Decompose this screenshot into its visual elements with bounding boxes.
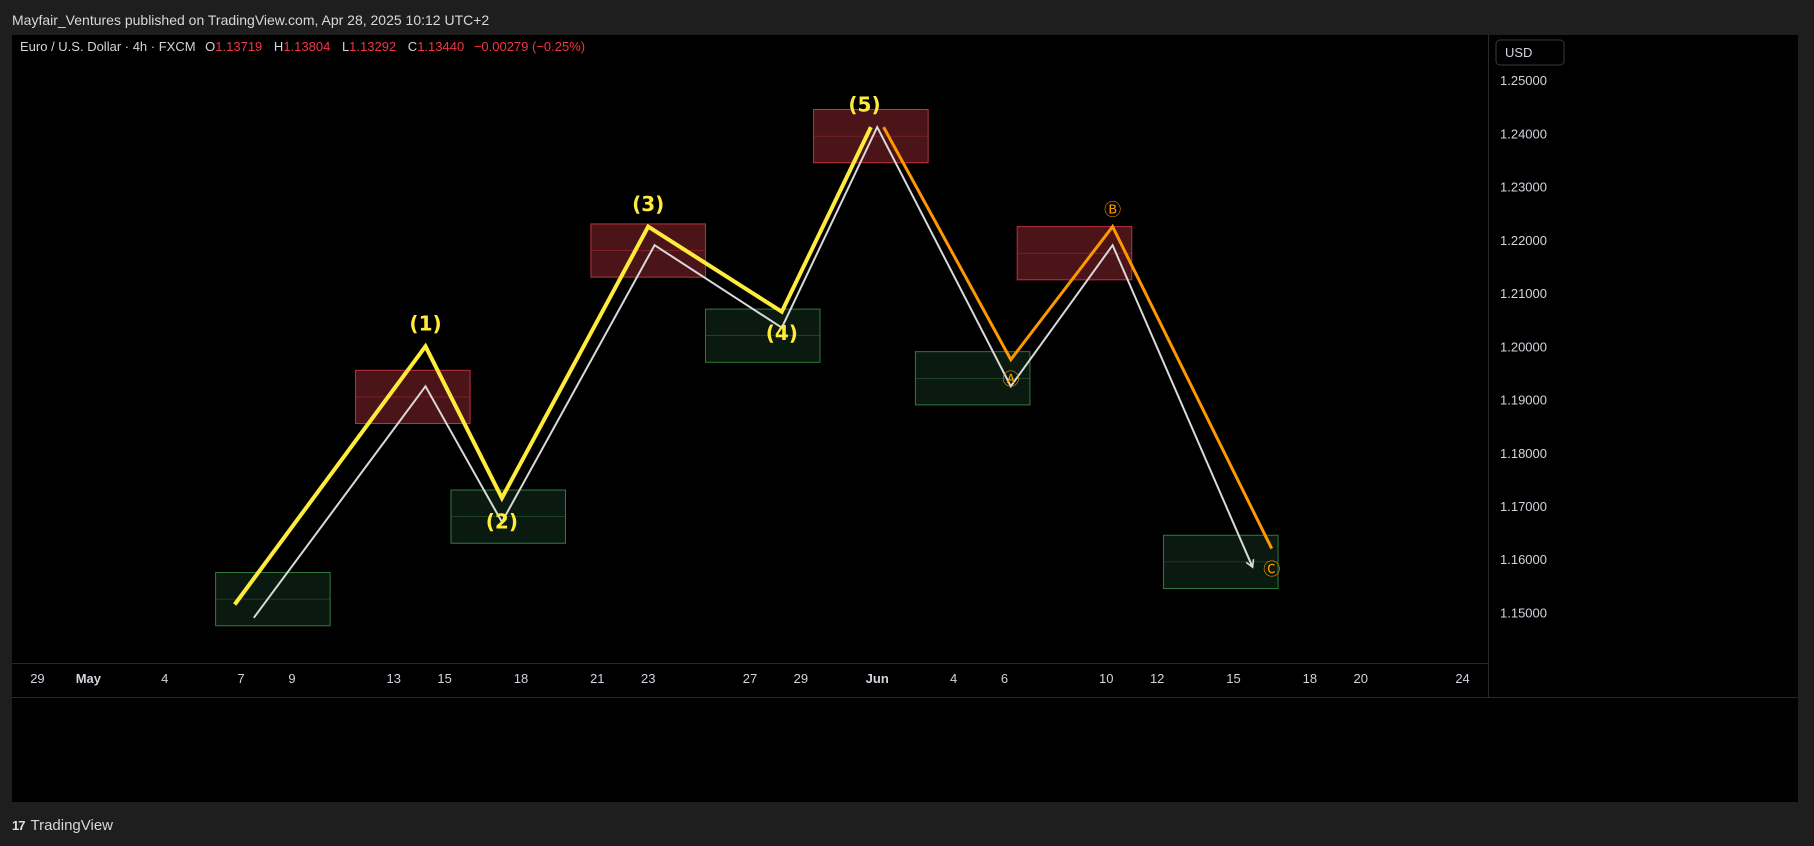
time-tick-label: 7 [237, 671, 244, 686]
time-tick-label: 15 [1226, 671, 1240, 686]
wave-label: Ⓑ [1104, 201, 1121, 221]
footer: 17 TradingView [12, 813, 113, 837]
time-tick-label: 10 [1099, 671, 1113, 686]
change-value: −0.00279 (−0.25%) [474, 39, 585, 54]
wave-lines-layer [233, 124, 1274, 619]
time-tick-label: 6 [1001, 671, 1008, 686]
price-tick-label: 1.18000 [1500, 446, 1547, 461]
price-tick-label: 1.25000 [1500, 73, 1547, 88]
time-tick-label: 29 [794, 671, 808, 686]
price-tick-label: 1.19000 [1500, 393, 1547, 408]
price-tick-label: 1.16000 [1500, 552, 1547, 567]
wave-label: Ⓐ [1002, 370, 1019, 390]
currency-label: USD [1505, 45, 1532, 60]
wave-label: Ⓒ [1263, 560, 1280, 580]
wave-label: (4) [766, 321, 798, 345]
symbol-title: Euro / U.S. Dollar · 4h · FXCM [20, 39, 196, 54]
time-tick-label: 24 [1455, 671, 1469, 686]
time-tick-label: 15 [437, 671, 451, 686]
price-tick-label: 1.24000 [1500, 126, 1547, 141]
currency-button[interactable]: USD [1495, 39, 1565, 66]
time-tick-label: 4 [950, 671, 957, 686]
time-tick-label: 9 [288, 671, 295, 686]
time-tick-label: 29 [30, 671, 44, 686]
time-tick-label: 18 [514, 671, 528, 686]
wave-label: (2) [486, 510, 518, 534]
price-tick-label: 1.22000 [1500, 233, 1547, 248]
time-tick-label: 27 [743, 671, 757, 686]
low-value: 1.13292 [349, 39, 396, 54]
time-tick-label: 12 [1150, 671, 1164, 686]
time-tick-label: 4 [161, 671, 168, 686]
publisher-line: Mayfair_Ventures published on TradingVie… [12, 12, 490, 28]
tradingview-logo-icon: 17 [12, 817, 26, 833]
projection-wave-line [252, 124, 1255, 619]
high-value: 1.13804 [283, 39, 330, 54]
price-tick-label: 1.17000 [1500, 499, 1547, 514]
time-tick-label: 21 [590, 671, 604, 686]
legend: Euro / U.S. Dollar · 4h · FXCM O1.13719 … [20, 39, 585, 54]
zones-layer [215, 109, 1279, 627]
time-axis: 29 May 4 7 9 13 15 18 21 23 27 29 Jun 4 6 10 12 15 18 20 24 [30, 671, 1470, 686]
close-value: 1.13440 [417, 39, 464, 54]
time-tick-label: 18 [1303, 671, 1317, 686]
wave-label: (3) [632, 192, 664, 216]
time-tick-label: 20 [1354, 671, 1368, 686]
price-tick-label: 1.23000 [1500, 180, 1547, 195]
chart-frame[interactable]: (1) (2) (3) (4) (5) Ⓐ Ⓑ Ⓒ 1.25000 1.24000 1.23000… [12, 35, 1798, 802]
time-tick-label: 13 [386, 671, 400, 686]
price-tick-label: 1.15000 [1500, 605, 1547, 620]
impulse-wave-line [233, 126, 873, 606]
price-tick-label: 1.21000 [1500, 286, 1547, 301]
wave-label: (5) [848, 92, 880, 116]
tradingview-brand: TradingView [30, 816, 114, 834]
price-chart[interactable]: (1) (2) (3) (4) (5) Ⓐ Ⓑ Ⓒ 1.25000 1.24000 1.23000… [12, 35, 1798, 802]
corrective-wave-line [882, 126, 1274, 550]
time-tick-label: May [76, 671, 102, 686]
price-axis: 1.25000 1.24000 1.23000 1.22000 1.21000 1.200… [1500, 73, 1547, 620]
time-tick-label: Jun [866, 671, 889, 686]
price-axis-pane [1488, 35, 1798, 697]
wave-label: (1) [409, 312, 441, 336]
open-value: 1.13719 [215, 39, 262, 54]
wave-labels-layer: (1) (2) (3) (4) (5) Ⓐ Ⓑ Ⓒ [409, 92, 1280, 580]
price-tick-label: 1.20000 [1500, 339, 1547, 354]
time-tick-label: 23 [641, 671, 655, 686]
